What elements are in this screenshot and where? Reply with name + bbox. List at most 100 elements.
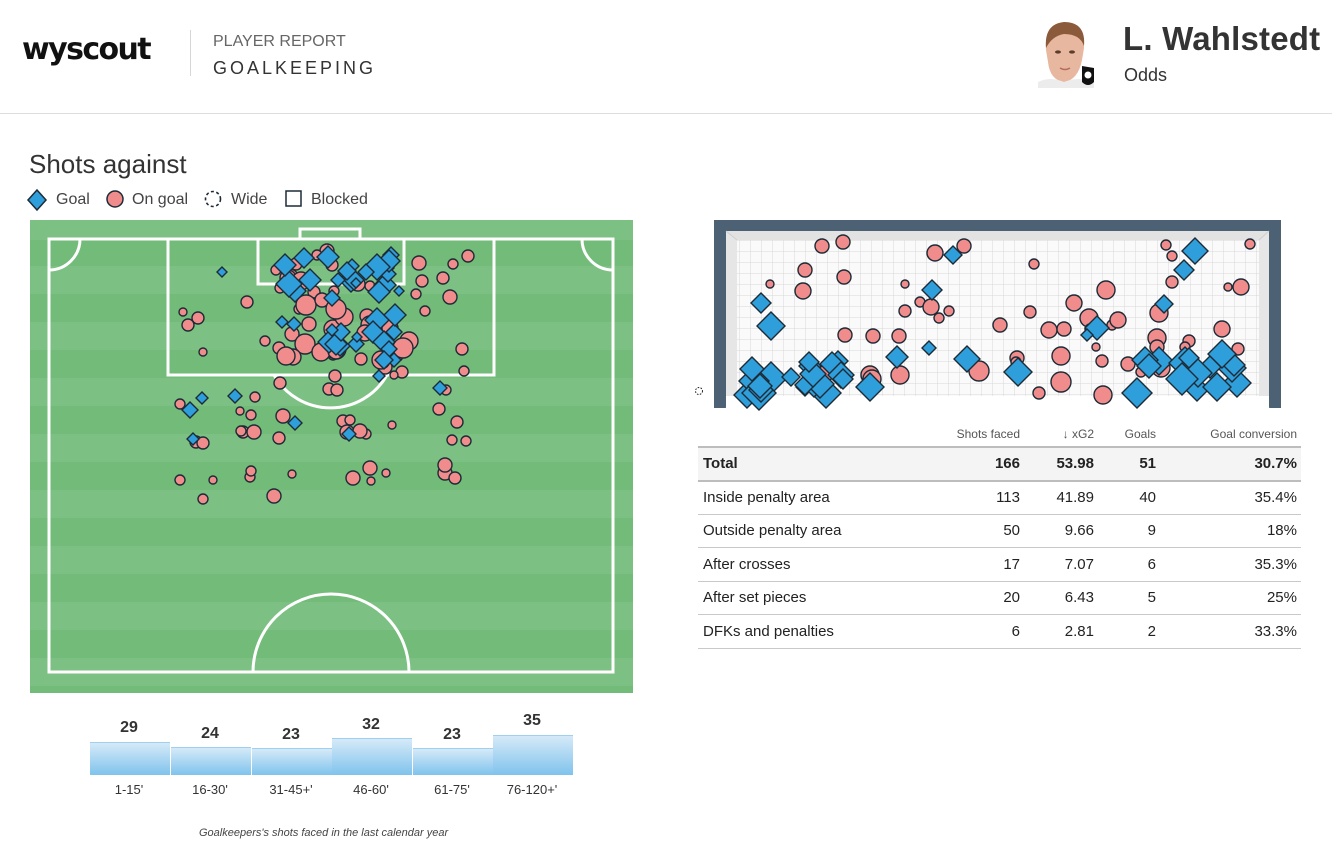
on-goal-shot-marker[interactable]: [1095, 354, 1109, 368]
on-goal-shot-marker[interactable]: [249, 391, 261, 403]
goal-shot-marker[interactable]: [298, 268, 322, 292]
on-goal-shot-marker[interactable]: [1166, 250, 1178, 262]
on-goal-shot-marker[interactable]: [956, 238, 972, 254]
on-goal-shot-marker[interactable]: [352, 423, 368, 439]
goal-shot-marker[interactable]: [832, 368, 854, 390]
goal-shot-marker[interactable]: [286, 316, 302, 332]
on-goal-shot-marker[interactable]: [898, 304, 912, 318]
goal-shot-marker[interactable]: [347, 335, 365, 353]
on-goal-shot-marker[interactable]: [276, 346, 296, 366]
on-goal-shot-marker[interactable]: [460, 435, 472, 447]
on-goal-shot-marker[interactable]: [458, 365, 470, 377]
on-goal-shot-marker[interactable]: [926, 244, 944, 262]
on-goal-shot-marker[interactable]: [354, 352, 368, 366]
goal-shot-marker[interactable]: [781, 367, 801, 387]
on-goal-shot-marker[interactable]: [455, 342, 469, 356]
on-goal-shot-marker[interactable]: [890, 365, 910, 385]
on-goal-shot-marker[interactable]: [419, 305, 431, 317]
on-goal-shot-marker[interactable]: [765, 279, 775, 289]
goal-shot-marker[interactable]: [367, 280, 391, 304]
on-goal-shot-marker[interactable]: [273, 376, 287, 390]
on-goal-shot-marker[interactable]: [446, 434, 458, 446]
on-goal-shot-marker[interactable]: [387, 420, 397, 430]
on-goal-shot-marker[interactable]: [1051, 346, 1071, 366]
goal-shot-marker[interactable]: [1003, 357, 1033, 387]
on-goal-shot-marker[interactable]: [1231, 342, 1245, 356]
goal-shot-marker[interactable]: [383, 303, 407, 327]
goal-shot-marker[interactable]: [798, 351, 820, 373]
on-goal-shot-marker[interactable]: [275, 408, 291, 424]
on-goal-shot-marker[interactable]: [1165, 275, 1179, 289]
on-goal-shot-marker[interactable]: [968, 360, 990, 382]
on-goal-shot-marker[interactable]: [287, 469, 297, 479]
period-bar[interactable]: [332, 738, 412, 775]
on-goal-shot-marker[interactable]: [366, 476, 376, 486]
on-goal-shot-marker[interactable]: [174, 398, 186, 410]
on-goal-shot-marker[interactable]: [891, 328, 907, 344]
goal-shot-marker[interactable]: [350, 277, 362, 289]
goal-shot-marker[interactable]: [385, 323, 403, 341]
goal-shot-marker[interactable]: [1181, 237, 1209, 265]
on-goal-shot-marker[interactable]: [1232, 278, 1250, 296]
on-goal-shot-marker[interactable]: [1096, 280, 1116, 300]
on-goal-shot-marker[interactable]: [208, 475, 218, 485]
goal-shot-marker[interactable]: [393, 285, 405, 297]
on-goal-shot-marker[interactable]: [330, 383, 344, 397]
goal-shot-marker[interactable]: [374, 350, 394, 370]
on-goal-shot-marker[interactable]: [197, 493, 209, 505]
goal-shot-marker[interactable]: [1136, 353, 1162, 379]
goal-shot-marker[interactable]: [181, 401, 199, 419]
on-goal-shot-marker[interactable]: [196, 436, 210, 450]
goal-shot-marker[interactable]: [921, 340, 937, 356]
period-bar[interactable]: [413, 748, 493, 775]
on-goal-shot-marker[interactable]: [198, 347, 208, 357]
goal-shot-marker[interactable]: [337, 261, 357, 281]
on-goal-shot-marker[interactable]: [295, 294, 317, 316]
goal-shot-marker[interactable]: [1207, 339, 1237, 369]
on-goal-shot-marker[interactable]: [447, 258, 459, 270]
on-goal-shot-marker[interactable]: [922, 298, 940, 316]
on-goal-shot-marker[interactable]: [235, 406, 245, 416]
goal-shot-marker[interactable]: [1121, 377, 1153, 409]
on-goal-shot-marker[interactable]: [1244, 238, 1256, 250]
goal-shot-marker[interactable]: [275, 315, 289, 329]
on-goal-shot-marker[interactable]: [797, 262, 813, 278]
on-goal-shot-marker[interactable]: [1056, 321, 1072, 337]
goal-shot-marker[interactable]: [953, 345, 981, 373]
period-bar[interactable]: [171, 747, 251, 775]
shot-map-pitch[interactable]: [30, 220, 633, 693]
goal-shot-marker[interactable]: [1154, 294, 1174, 314]
on-goal-shot-marker[interactable]: [1023, 305, 1037, 319]
on-goal-shot-marker[interactable]: [436, 271, 450, 285]
goal-shot-marker[interactable]: [432, 380, 448, 396]
on-goal-shot-marker[interactable]: [191, 311, 205, 325]
goal-shot-marker[interactable]: [747, 373, 773, 399]
on-goal-shot-marker[interactable]: [1109, 311, 1127, 329]
goal-shot-marker[interactable]: [287, 415, 303, 431]
goal-shot-marker[interactable]: [921, 279, 943, 301]
goal-shot-marker[interactable]: [227, 388, 243, 404]
goal-shot-marker[interactable]: [1080, 328, 1094, 342]
period-bar[interactable]: [493, 735, 573, 775]
goal-shot-marker[interactable]: [216, 266, 228, 278]
goal-mouth-map[interactable]: [695, 218, 1285, 414]
on-goal-shot-marker[interactable]: [432, 402, 446, 416]
on-goal-shot-marker[interactable]: [389, 370, 399, 380]
goal-shot-marker[interactable]: [1165, 362, 1199, 396]
on-goal-shot-marker[interactable]: [461, 249, 475, 263]
goal-shot-marker[interactable]: [1202, 372, 1232, 402]
on-goal-shot-marker[interactable]: [246, 424, 262, 440]
on-goal-shot-marker[interactable]: [235, 425, 247, 437]
on-goal-shot-marker[interactable]: [450, 415, 464, 429]
on-goal-shot-marker[interactable]: [266, 488, 282, 504]
on-goal-shot-marker[interactable]: [1028, 258, 1040, 270]
on-goal-shot-marker[interactable]: [410, 288, 422, 300]
on-goal-shot-marker[interactable]: [344, 414, 356, 426]
on-goal-shot-marker[interactable]: [174, 474, 186, 486]
on-goal-shot-marker[interactable]: [1040, 321, 1058, 339]
on-goal-shot-marker[interactable]: [272, 431, 286, 445]
on-goal-shot-marker[interactable]: [814, 238, 830, 254]
on-goal-shot-marker[interactable]: [1065, 294, 1083, 312]
on-goal-shot-marker[interactable]: [836, 269, 852, 285]
goal-shot-marker[interactable]: [325, 323, 339, 337]
